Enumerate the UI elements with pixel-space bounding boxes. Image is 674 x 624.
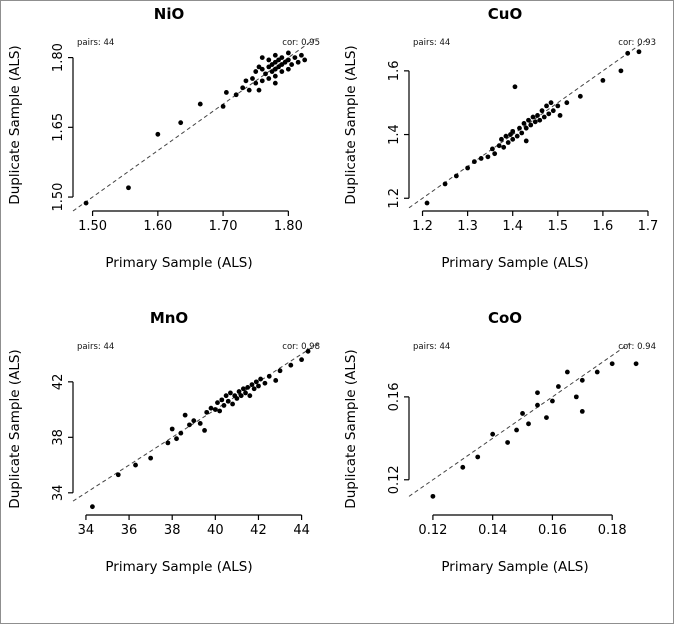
svg-text:1.4: 1.4 <box>502 219 523 234</box>
mno-scatter-plot: 34 36 38 40 42 44 34 38 42 <box>51 342 320 538</box>
panel-mno-xlabel: Primary Sample (ALS) <box>105 559 253 575</box>
mno-cor-annotation: cor: 0.98 <box>282 342 320 352</box>
svg-text:1.2: 1.2 <box>387 188 402 209</box>
mno-pairs-annotation: pairs: 44 <box>77 342 115 352</box>
svg-text:1.50: 1.50 <box>51 183 66 212</box>
panel-nio: NiO Duplicate Sample (ALS) 1.50 1.60 1.70 1… <box>1 3 337 307</box>
panel-mno: MnO Duplicate Sample (ALS) 34 36 38 40 42 44 3… <box>1 307 337 611</box>
svg-text:42: 42 <box>51 374 66 391</box>
svg-text:34: 34 <box>78 523 95 538</box>
panel-coo-title: CoO <box>487 309 523 327</box>
svg-text:44: 44 <box>293 523 310 538</box>
svg-text:1.5: 1.5 <box>547 219 568 234</box>
svg-text:0.12: 0.12 <box>387 465 402 494</box>
svg-text:0.18: 0.18 <box>598 523 627 538</box>
coo-cor-annotation: cor: 0.94 <box>618 342 656 352</box>
panel-mno-title: MnO <box>149 309 189 327</box>
svg-text:38: 38 <box>164 523 181 538</box>
svg-text:34: 34 <box>51 485 66 502</box>
svg-text:0.16: 0.16 <box>538 523 567 538</box>
svg-text:1.6: 1.6 <box>593 219 614 234</box>
svg-text:38: 38 <box>51 429 66 446</box>
panel-coo: CoO Duplicate Sample (ALS) 0.12 0.14 0.16 0… <box>337 307 673 611</box>
svg-text:1.80: 1.80 <box>51 43 66 72</box>
svg-text:0.16: 0.16 <box>387 382 402 411</box>
coo-scatter-plot: 0.12 0.14 0.16 0.18 0.12 0.16 <box>387 342 639 538</box>
panel-nio-title: NiO <box>153 5 185 23</box>
panel-cuo-xlabel: Primary Sample (ALS) <box>441 255 589 271</box>
svg-text:40: 40 <box>207 523 224 538</box>
nio-scatter-plot: 1.50 1.60 1.70 1.80 1.50 1.65 1.80 <box>51 38 315 234</box>
svg-text:1.7: 1.7 <box>638 219 659 234</box>
svg-text:1.6: 1.6 <box>387 61 402 82</box>
panel-nio-xlabel: Primary Sample (ALS) <box>105 255 253 271</box>
cuo-pairs-annotation: pairs: 44 <box>413 38 451 48</box>
figure-grid: NiO Duplicate Sample (ALS) 1.50 1.60 1.70 1… <box>1 1 673 611</box>
panel-cuo-title: CuO <box>487 5 523 23</box>
svg-text:1.4: 1.4 <box>387 124 402 145</box>
svg-text:1.65: 1.65 <box>51 113 66 142</box>
svg-text:1.50: 1.50 <box>78 219 107 234</box>
svg-text:1.2: 1.2 <box>412 219 433 234</box>
svg-text:42: 42 <box>250 523 267 538</box>
cuo-scatter-plot: 1.2 1.3 1.4 1.5 1.6 1.7 1.2 1.4 1.6 <box>387 38 659 234</box>
svg-text:0.14: 0.14 <box>478 523 507 538</box>
panel-cuo: CuO Duplicate Sample (ALS) 1.2 1.3 1.4 1.5 1… <box>337 3 673 307</box>
svg-text:1.70: 1.70 <box>209 219 238 234</box>
svg-text:1.3: 1.3 <box>457 219 478 234</box>
nio-cor-annotation: cor: 0.95 <box>282 38 320 48</box>
svg-text:1.60: 1.60 <box>143 219 172 234</box>
coo-pairs-annotation: pairs: 44 <box>413 342 451 352</box>
panel-coo-xlabel: Primary Sample (ALS) <box>441 559 589 575</box>
svg-text:36: 36 <box>121 523 138 538</box>
svg-text:0.12: 0.12 <box>418 523 447 538</box>
cuo-cor-annotation: cor: 0.93 <box>618 38 656 48</box>
nio-pairs-annotation: pairs: 44 <box>77 38 115 48</box>
svg-text:1.80: 1.80 <box>274 219 303 234</box>
